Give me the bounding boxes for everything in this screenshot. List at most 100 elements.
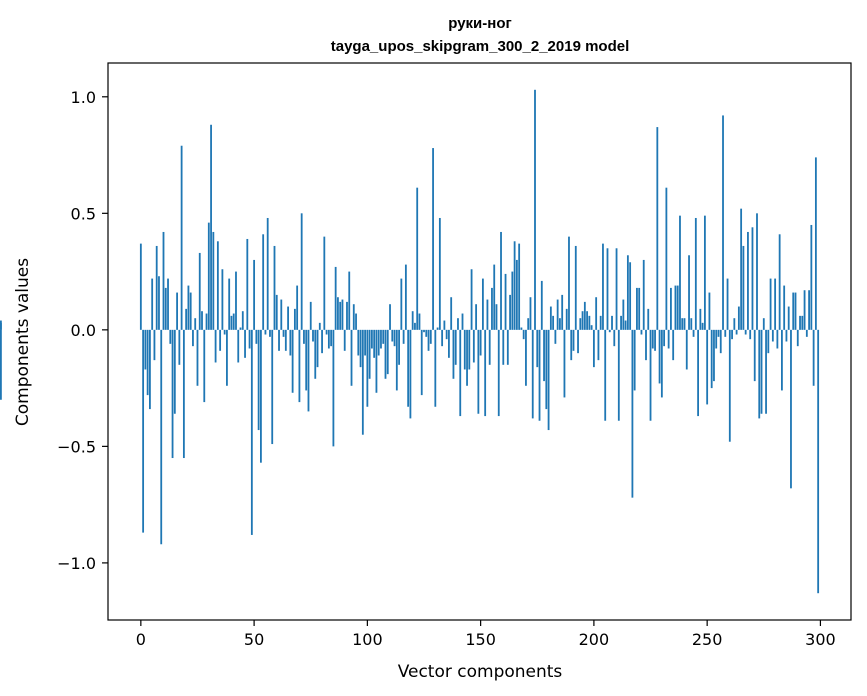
bar-component-161 (504, 273, 507, 330)
bar-component-153 (486, 299, 489, 330)
bar-component-32 (212, 231, 215, 330)
bar-component-53 (260, 329, 262, 463)
bar-component-232 (665, 187, 668, 330)
bar-component-209 (613, 329, 616, 347)
bar-component-19 (182, 329, 185, 459)
bar-component-165 (513, 241, 516, 330)
bar-component-3 (146, 329, 149, 396)
bar-component-109 (386, 329, 389, 375)
chart-subtitle: tayga_upos_skipgram_300_2_2019 model (331, 38, 630, 55)
bar-component-45 (241, 311, 244, 330)
bar-component-263 (735, 329, 738, 335)
bar-component-183 (554, 329, 557, 344)
bar-component-22 (189, 292, 192, 330)
bar-component-48 (248, 329, 251, 349)
bar-component-77 (314, 329, 317, 379)
bar-component-138 (452, 329, 455, 379)
bar-component-131 (436, 327, 439, 330)
bar-component-56 (266, 217, 269, 330)
bar-component-224 (647, 308, 650, 330)
bar-component-29 (205, 313, 208, 330)
bar-component-86 (334, 266, 337, 330)
bar-component-30 (207, 222, 210, 330)
bar-component-85 (332, 329, 335, 447)
bar-component-290 (796, 329, 799, 347)
bar-component-204 (602, 243, 604, 330)
bar-component-168 (520, 327, 523, 330)
bar-component-64 (284, 329, 287, 351)
bar-component-231 (663, 329, 666, 347)
bar-component-188 (565, 308, 568, 330)
bar-component-249 (703, 215, 706, 330)
bar-component-163 (509, 294, 511, 330)
bar-component-49 (250, 329, 253, 535)
bar-component-190 (570, 329, 573, 361)
bar-component-24 (194, 318, 197, 330)
bar-component-235 (672, 329, 675, 361)
bar-component-292 (801, 315, 804, 330)
bar-component-14 (171, 329, 174, 459)
bar-component-261 (731, 329, 733, 340)
bar-component-252 (710, 329, 713, 389)
x-tick-label: 50 (244, 630, 264, 649)
y-tick-label: −1.0 (57, 554, 96, 573)
bar-component-115 (400, 278, 403, 330)
bar-component-177 (540, 280, 543, 330)
bar-component-239 (681, 318, 684, 330)
bar-component-233 (667, 329, 670, 349)
bar-component-119 (409, 329, 412, 419)
bar-component-218 (633, 329, 636, 391)
bar-component-203 (599, 315, 602, 330)
bar-component-108 (384, 329, 387, 379)
bar-component-202 (597, 329, 600, 361)
x-tick-label: 200 (579, 630, 610, 649)
bar-component-23 (192, 329, 194, 347)
bar-component-174 (534, 89, 536, 330)
bar-component-70 (298, 329, 301, 403)
bar-component-223 (645, 329, 647, 361)
bar-component-273 (758, 329, 761, 419)
bar-component-179 (545, 329, 548, 410)
bar-component-157 (495, 304, 498, 330)
x-tick-label: 300 (805, 630, 836, 649)
bar-component-74 (307, 329, 310, 412)
bar-component-91 (346, 301, 348, 330)
bar-component-227 (654, 329, 656, 351)
bar-component-50 (253, 259, 256, 330)
x-tick-label: 250 (692, 630, 723, 649)
bar-component-52 (257, 329, 260, 431)
bar-component-28 (203, 329, 206, 403)
bar-component-282 (778, 234, 781, 330)
bar-component-246 (697, 329, 699, 417)
bar-component-200 (592, 329, 595, 368)
bar-component-87 (337, 297, 339, 330)
bar-component-59 (273, 245, 276, 330)
bar-component-57 (269, 329, 271, 337)
bar-component-79 (318, 322, 321, 330)
y-tick-label: −0.5 (57, 437, 96, 456)
bar-component-291 (799, 315, 801, 330)
bar-component-68 (293, 308, 296, 330)
bar-component-92 (348, 271, 351, 330)
bar-component-269 (749, 329, 752, 340)
bar-component-171 (527, 318, 530, 330)
bar-component-54 (262, 234, 265, 330)
bar-component-176 (538, 329, 541, 421)
bar-component-120 (411, 311, 414, 330)
bar-component-113 (395, 329, 398, 391)
bar-component-125 (423, 329, 425, 333)
bar-component-73 (305, 329, 308, 391)
bar-component-166 (515, 259, 518, 330)
bar-component-undefined (0, 329, 2, 400)
bar-component-100 (366, 329, 369, 407)
bar-component-101 (368, 329, 371, 379)
bar-component-16 (176, 292, 178, 330)
bar-component-20 (185, 308, 188, 330)
bar-component-38 (226, 329, 228, 386)
bar-component-71 (300, 213, 303, 330)
x-tick-label: 150 (465, 630, 496, 649)
bar-component-133 (441, 329, 444, 347)
bar-component-296 (810, 224, 813, 330)
bar-component-7 (155, 245, 158, 330)
